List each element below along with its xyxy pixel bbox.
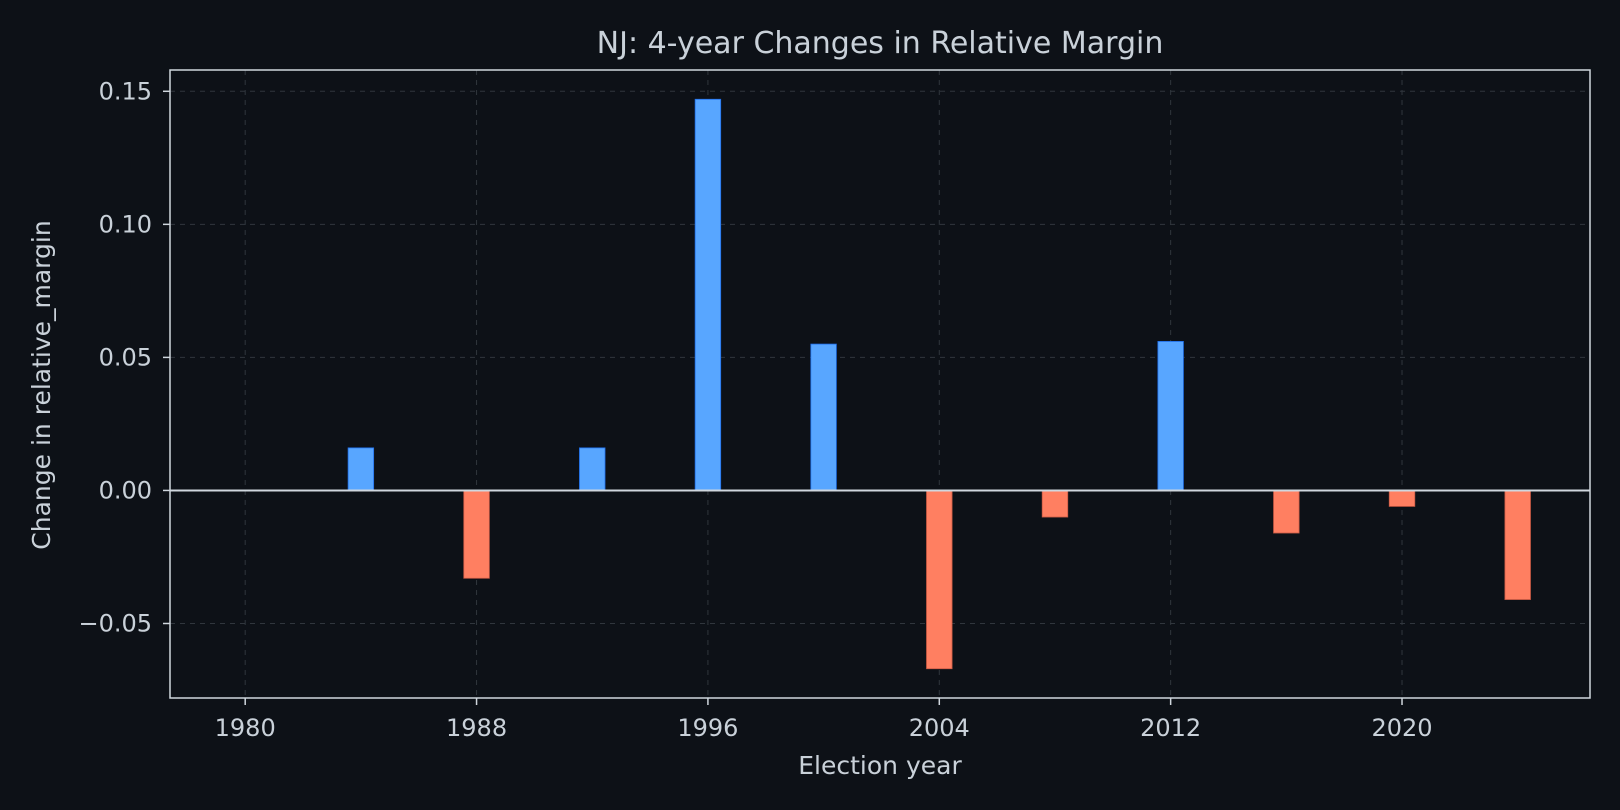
bar-2024 — [1504, 490, 1531, 600]
y-tick-label: 0.15 — [99, 77, 152, 105]
bar-1992 — [579, 447, 606, 491]
bar-1984 — [347, 447, 375, 491]
y-tick-label: −0.05 — [78, 609, 152, 637]
x-tick-label: 2020 — [1371, 714, 1432, 742]
x-tick-label: 2004 — [909, 714, 970, 742]
bar-2012 — [1157, 341, 1184, 491]
bar-2000 — [810, 343, 837, 491]
x-axis-label: Election year — [798, 751, 962, 780]
y-tick-label: 0.10 — [99, 210, 152, 238]
x-tick-label: 2012 — [1140, 714, 1201, 742]
x-tick-label: 1980 — [215, 714, 276, 742]
y-axis-label: Change in relative_margin — [27, 220, 56, 549]
bar-2020 — [1388, 490, 1416, 507]
bar-2004 — [926, 490, 953, 670]
y-tick-label: 0.05 — [99, 343, 152, 371]
y-axis-ticks: 0.15 0.10 0.05 0.00 −0.05 — [78, 77, 170, 637]
bar-1988 — [463, 490, 490, 579]
plot-frame — [169, 69, 1591, 699]
x-axis-ticks: 1980 1988 1996 2004 2012 2020 — [215, 698, 1433, 742]
chart-title: NJ: 4-year Changes in Relative Margin — [597, 26, 1164, 61]
bar-2008 — [1041, 490, 1069, 518]
bars — [347, 98, 1531, 670]
bar-1996 — [694, 98, 722, 491]
x-tick-label: 1988 — [446, 714, 507, 742]
x-tick-label: 1996 — [677, 714, 738, 742]
bar-2016 — [1273, 490, 1300, 534]
y-tick-label: 0.00 — [99, 476, 152, 504]
